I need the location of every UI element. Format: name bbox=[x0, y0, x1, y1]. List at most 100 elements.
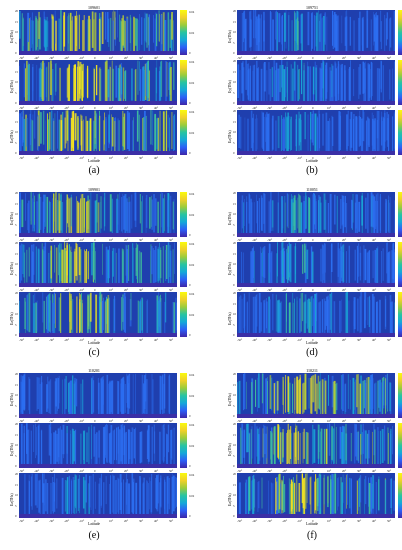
spectral-streak bbox=[338, 111, 341, 154]
panel-title: 110051 bbox=[306, 187, 318, 192]
y-tick: 5 bbox=[233, 403, 235, 408]
spectral-streak bbox=[370, 484, 372, 518]
spectral-streak bbox=[306, 473, 308, 503]
y-tick: 15 bbox=[233, 432, 236, 437]
spectral-streak bbox=[129, 201, 131, 237]
spectral-streak bbox=[118, 248, 120, 287]
spectral-streak bbox=[58, 375, 60, 404]
spectral-streak bbox=[159, 110, 161, 155]
spectral-streak bbox=[283, 69, 286, 105]
spectral-streak bbox=[27, 203, 29, 231]
spectral-streak bbox=[126, 198, 128, 232]
spectral-streak bbox=[21, 13, 23, 53]
spectral-streak bbox=[113, 295, 116, 331]
colorbar bbox=[180, 373, 187, 418]
spectral-streak bbox=[101, 380, 104, 414]
spectral-streak bbox=[81, 120, 83, 155]
spectral-streak bbox=[304, 301, 306, 337]
spectral-streak bbox=[362, 423, 364, 454]
spectral-streak bbox=[118, 120, 120, 155]
spectral-streak bbox=[365, 430, 367, 459]
spectral-streak bbox=[49, 293, 51, 332]
spectral-streak bbox=[153, 424, 155, 454]
spectral-streak bbox=[89, 19, 91, 55]
spectral-streak bbox=[326, 16, 328, 55]
spectral-streak bbox=[394, 249, 395, 287]
spectral-streak bbox=[144, 12, 146, 41]
spectral-streak bbox=[65, 376, 67, 410]
spectral-streak bbox=[377, 193, 379, 237]
colorbar bbox=[180, 110, 187, 155]
x-tick: 50° bbox=[387, 518, 392, 523]
spectral-streak bbox=[319, 202, 322, 235]
x-tick: 50° bbox=[387, 287, 392, 292]
spectral-streak bbox=[343, 426, 345, 464]
spectral-streak bbox=[105, 117, 107, 155]
spectral-streak bbox=[108, 18, 110, 47]
spectral-streak bbox=[276, 10, 278, 54]
spectral-streak bbox=[262, 251, 263, 287]
spectral-streak bbox=[287, 376, 289, 412]
spectral-streak bbox=[250, 429, 252, 468]
spectral-streak bbox=[239, 70, 241, 105]
spectral-streak bbox=[78, 247, 80, 286]
plot-baseline bbox=[19, 101, 177, 105]
spectral-streak bbox=[168, 242, 169, 286]
spectral-streak bbox=[31, 12, 33, 45]
x-tick: 30° bbox=[357, 155, 362, 160]
spectral-streak bbox=[370, 19, 372, 55]
spectral-streak bbox=[320, 248, 322, 282]
spectral-streak bbox=[89, 292, 92, 322]
plot-background bbox=[19, 110, 177, 155]
spectral-streak bbox=[355, 116, 358, 155]
spectral-streak bbox=[87, 200, 89, 237]
x-axis-label: Latitude bbox=[306, 159, 318, 163]
spectral-streak bbox=[331, 292, 333, 333]
spectral-streak bbox=[295, 200, 297, 237]
spectral-streak bbox=[287, 194, 289, 229]
spectral-streak bbox=[115, 252, 117, 287]
spectral-streak bbox=[358, 201, 361, 232]
spectral-streak bbox=[86, 120, 89, 155]
y-tick: 0 bbox=[233, 333, 235, 337]
spectral-streak bbox=[143, 18, 145, 55]
spectral-streak bbox=[356, 480, 359, 518]
x-tick: 40° bbox=[154, 418, 159, 423]
spectral-streak bbox=[20, 375, 22, 413]
spectral-streak bbox=[125, 245, 128, 287]
spectral-streak bbox=[72, 110, 75, 153]
y-tick: 0 bbox=[233, 514, 235, 518]
spectral-streak bbox=[329, 120, 331, 155]
x-tick: 30° bbox=[139, 518, 144, 523]
plot-baseline bbox=[237, 233, 395, 237]
spectral-streak bbox=[377, 380, 379, 418]
spectral-streak bbox=[30, 18, 31, 55]
spectral-streak bbox=[334, 423, 335, 464]
spectral-streak bbox=[111, 380, 114, 418]
spectral-streak bbox=[37, 377, 40, 409]
x-tick: -50° bbox=[19, 418, 25, 423]
x-tick: -30° bbox=[49, 468, 55, 473]
spectral-streak bbox=[319, 20, 320, 55]
spectral-streak bbox=[54, 430, 57, 468]
spectral-streak bbox=[140, 252, 142, 287]
spectral-streak bbox=[164, 484, 166, 518]
x-tick: -30° bbox=[49, 237, 55, 242]
spectral-streak bbox=[165, 20, 167, 55]
spectral-streak bbox=[139, 61, 140, 91]
spectral-streak bbox=[21, 199, 24, 228]
spectral-streak bbox=[259, 18, 261, 54]
spectral-streak bbox=[284, 12, 286, 42]
spectral-streak bbox=[334, 12, 336, 48]
x-tick: -10° bbox=[297, 55, 303, 60]
x-tick: 50° bbox=[387, 237, 392, 242]
spectral-streak bbox=[313, 15, 315, 51]
spectral-streak bbox=[292, 68, 294, 105]
spectral-streak bbox=[80, 249, 81, 282]
spectral-streak bbox=[320, 68, 323, 103]
spectral-streak bbox=[304, 243, 306, 273]
spectral-streak bbox=[166, 62, 168, 97]
y-tick: 20 bbox=[233, 191, 236, 195]
spectral-streak bbox=[345, 11, 347, 40]
y-tick: 0 bbox=[233, 283, 235, 287]
